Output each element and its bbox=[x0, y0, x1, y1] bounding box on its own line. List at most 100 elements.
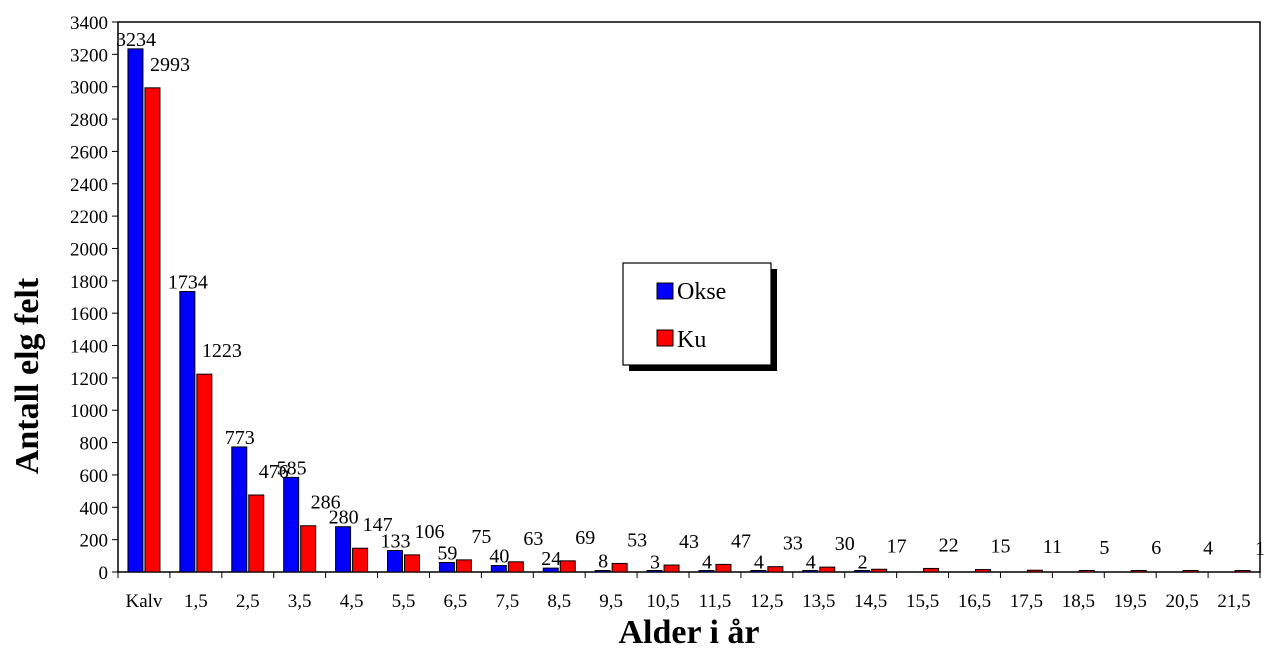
data-label-ku: 4 bbox=[1203, 537, 1213, 559]
x-tick-label: 16,5 bbox=[958, 591, 991, 612]
data-label-ku: 476 bbox=[259, 461, 289, 483]
x-tick-label: 2,5 bbox=[236, 591, 260, 612]
y-tick-label: 200 bbox=[80, 531, 109, 552]
x-tick-label: 12,5 bbox=[750, 591, 783, 612]
legend-box bbox=[622, 262, 772, 366]
data-label-okse: 4 bbox=[806, 551, 816, 573]
x-tick-label: 19,5 bbox=[1114, 591, 1147, 612]
data-label-okse: 1734 bbox=[168, 272, 208, 294]
y-tick-label: 1200 bbox=[70, 369, 108, 390]
y-axis-title: Antall elg felt bbox=[9, 277, 46, 474]
legend-swatch-ku bbox=[656, 329, 674, 347]
bar-ku bbox=[300, 525, 317, 573]
y-tick-label: 1600 bbox=[70, 304, 108, 325]
y-tick-label: 3000 bbox=[70, 78, 108, 99]
data-label-ku: 11 bbox=[1043, 536, 1062, 558]
y-tick-label: 600 bbox=[80, 466, 109, 487]
data-label-ku: 33 bbox=[783, 533, 803, 555]
data-label-ku: 43 bbox=[679, 531, 699, 553]
bar-okse bbox=[490, 565, 507, 573]
bar-ku bbox=[352, 547, 369, 573]
data-label-okse: 59 bbox=[437, 542, 457, 564]
bar-ku bbox=[663, 564, 680, 573]
bar-okse bbox=[127, 48, 144, 573]
data-label-okse: 280 bbox=[329, 507, 359, 529]
bar-ku bbox=[248, 494, 265, 573]
bar-okse bbox=[854, 570, 871, 573]
data-label-ku: 47 bbox=[731, 530, 751, 552]
y-tick-label: 0 bbox=[99, 563, 109, 584]
data-label-okse: 8 bbox=[598, 551, 608, 573]
data-label-okse: 24 bbox=[541, 548, 561, 570]
bar-okse bbox=[698, 570, 715, 573]
bar-ku bbox=[1026, 569, 1043, 573]
data-label-okse: 2 bbox=[858, 552, 868, 574]
y-tick-label: 3400 bbox=[70, 13, 108, 34]
bar-ku bbox=[1234, 570, 1251, 573]
data-label-ku: 286 bbox=[311, 492, 341, 514]
data-label-ku: 6 bbox=[1151, 537, 1161, 559]
data-label-okse: 133 bbox=[381, 530, 411, 552]
legend: Okse Ku bbox=[622, 262, 777, 371]
data-label-okse: 4 bbox=[754, 551, 764, 573]
y-tick-label: 400 bbox=[80, 498, 109, 519]
x-axis-title: Alder i år bbox=[618, 614, 759, 651]
bar-ku bbox=[404, 554, 420, 573]
bar-ku bbox=[767, 566, 784, 573]
bar-ku bbox=[819, 566, 836, 573]
bar-okse bbox=[179, 291, 196, 573]
data-label-ku: 5 bbox=[1099, 537, 1109, 559]
data-label-ku: 53 bbox=[627, 529, 647, 551]
bar-ku bbox=[507, 561, 524, 573]
data-label-ku: 106 bbox=[415, 521, 445, 543]
x-tick-label: 11,5 bbox=[699, 591, 732, 612]
bar-ku bbox=[975, 569, 991, 573]
data-label-ku: 15 bbox=[991, 536, 1011, 558]
y-tick-label: 2600 bbox=[70, 142, 108, 163]
data-label-ku: 69 bbox=[575, 527, 595, 549]
bar-okse bbox=[438, 561, 455, 573]
x-tick-label: 5,5 bbox=[392, 591, 416, 612]
y-tick-label: 1000 bbox=[70, 401, 108, 422]
bar-okse bbox=[231, 446, 248, 573]
bar-ku bbox=[455, 559, 472, 573]
y-tick-label: 800 bbox=[80, 434, 109, 455]
data-label-ku: 63 bbox=[523, 528, 543, 550]
bar-okse bbox=[646, 570, 663, 573]
y-tick-label: 2000 bbox=[70, 239, 108, 260]
bar-okse bbox=[750, 570, 767, 573]
bar-ku bbox=[1182, 570, 1199, 573]
data-label-okse: 4 bbox=[702, 551, 712, 573]
data-label-ku: 30 bbox=[835, 533, 855, 555]
y-tick-label: 2800 bbox=[70, 110, 108, 131]
x-tick-label: 15,5 bbox=[906, 591, 939, 612]
data-label-okse: 773 bbox=[225, 427, 255, 449]
data-label-okse: 3 bbox=[650, 552, 660, 574]
x-tick-label: 10,5 bbox=[646, 591, 679, 612]
bar-ku bbox=[196, 373, 213, 573]
bar-okse bbox=[335, 526, 352, 573]
x-tick-label: 1,5 bbox=[184, 591, 208, 612]
x-tick-label: 14,5 bbox=[854, 591, 887, 612]
x-tick-label: 17,5 bbox=[1010, 591, 1043, 612]
x-tick-label: 21,5 bbox=[1217, 591, 1250, 612]
data-label-ku: 1223 bbox=[202, 340, 242, 362]
y-tick-label: 3200 bbox=[70, 45, 108, 66]
bar-okse bbox=[802, 570, 819, 573]
data-label-ku: 75 bbox=[471, 526, 491, 548]
bar-ku bbox=[559, 560, 576, 573]
data-label-ku: 17 bbox=[887, 535, 907, 557]
x-tick-label: 4,5 bbox=[340, 591, 364, 612]
x-tick-label: 7,5 bbox=[495, 591, 519, 612]
y-tick-label: 1800 bbox=[70, 272, 108, 293]
legend-label-ku: Ku bbox=[677, 327, 706, 353]
x-tick-label: 18,5 bbox=[1062, 591, 1095, 612]
bar-ku bbox=[144, 87, 161, 573]
legend-label-okse: Okse bbox=[677, 279, 726, 305]
bar-okse bbox=[387, 549, 403, 573]
data-label-ku: 2993 bbox=[150, 54, 190, 76]
data-label-okse: 585 bbox=[277, 457, 307, 479]
bars-group bbox=[127, 48, 1251, 573]
